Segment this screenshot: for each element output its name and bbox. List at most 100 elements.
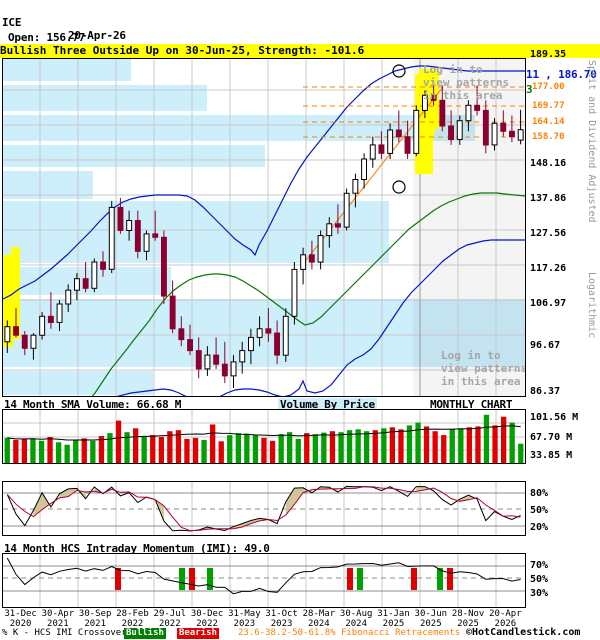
x-axis-date-6: 31-May 2023 [225, 609, 263, 629]
price-y-label-0: 189.35 [530, 49, 567, 60]
price-y-label-4: 117.26 [530, 263, 567, 274]
quote-line-1: ICE 20-Apr-26 Close: 160.61 Change: 3.33… [0, 3, 600, 81]
x-axis-date-12: 28-Nov 2025 [449, 609, 487, 629]
volume-y-label-1: 67.70 M [530, 432, 573, 443]
x-axis-date-year-5: 2022 [196, 619, 218, 629]
x-axis-date-year-8: 2024 [308, 619, 330, 629]
price-chart-panel[interactable]: Log in to view patterns in this area Log… [2, 58, 526, 397]
stochastic-k-line [6, 485, 521, 532]
x-axis-date-4: 29-Jul 2022 [151, 609, 189, 629]
x-axis-date-day-3: 28-Feb [116, 609, 149, 619]
volume-chart-svg [3, 410, 525, 463]
price-y-label-7: 86.37 [530, 386, 561, 397]
x-axis-date-5: 30-Dec 2022 [188, 609, 226, 629]
x-axis-date-year-11: 2025 [419, 619, 442, 629]
imi-panel[interactable] [2, 553, 526, 608]
fib-label-2: 164.14 [532, 117, 565, 127]
login-overlay-top: Log in to view patterns in this area [423, 63, 510, 102]
login-overlay-bottom: Log in to view patterns in this area [441, 349, 526, 388]
x-axis-date-13: 20-Apr 2026 [486, 609, 524, 629]
x-axis-date-7: 31-Oct 2023 [263, 609, 301, 629]
stochastic-y-label-0: 80% [530, 488, 549, 499]
price-y-label-5: 106.97 [530, 298, 567, 309]
x-axis-date-day-1: 30-Apr [41, 609, 75, 619]
x-axis-dates: 31-Dec 2020 30-Apr 2021 30-Sep 2021 28-Feb 2022… [0, 609, 600, 629]
x-axis-date-year-10: 2025 [382, 619, 405, 629]
price-axis-name: Split and Dividend Adjusted [586, 60, 597, 223]
x-axis-date-8: 28-Mar 2024 [300, 609, 338, 629]
imi-y-label-0: 70% [530, 560, 549, 571]
candlestick-series [4, 80, 524, 388]
x-axis-date-day-0: 31-Dec [4, 609, 37, 619]
x-axis-date-year-12: 2025 [457, 619, 479, 629]
x-axis-date-year-6: 2023 [233, 619, 256, 629]
x-axis-date-3: 28-Feb 2022 [114, 609, 152, 629]
volume-bars [4, 414, 524, 463]
bullish-tag: Bullish [124, 628, 166, 639]
x-axis-date-1: 30-Apr 2021 [39, 609, 77, 629]
volume-y-label-2: 33.85 M [530, 450, 573, 461]
quote-date: 20-Apr-26 [68, 29, 126, 42]
hc-band-lower-line [116, 239, 525, 396]
x-axis-date-10: 31-Jan 2025 [375, 609, 413, 629]
x-axis-date-day-4: 29-Jul [153, 609, 187, 619]
stochastic-chart-svg [3, 482, 525, 535]
fib-label-0: 177.00 [532, 82, 565, 92]
price-gridlines [3, 89, 525, 371]
x-axis-date-year-9: 2024 [345, 619, 368, 629]
imi-line [6, 557, 521, 595]
imi-y-label-1: 50% [530, 574, 549, 585]
fib-label-1: 169.77 [532, 101, 565, 111]
volume-sma-line [7, 425, 521, 441]
x-axis-date-9: 30-Aug 2024 [337, 609, 375, 629]
volume-y-label-0: 101.56 M [530, 412, 579, 423]
fib-label-3: 158.70 [532, 132, 565, 142]
imi-crossover-markers [115, 568, 453, 590]
price-y-label-2: 137.86 [530, 193, 567, 204]
x-axis-date-11: 30-Jun 2025 [412, 609, 450, 629]
x-axis-date-day-2: 30-Sep [78, 609, 112, 619]
symbol-label: ICE [2, 16, 22, 29]
pattern-banner[interactable]: Bullish Three Outside Up on 30-Jun-25, S… [0, 44, 600, 58]
volume-by-price-title: Volume By Price [278, 398, 377, 411]
x-axis-date-year-3: 2022 [121, 619, 144, 629]
bearish-tag: Bearish [177, 628, 219, 639]
price-y-label-3: 127.56 [530, 228, 567, 239]
price-scale-name: Logarithmic [586, 272, 597, 339]
stochastic-panel[interactable] [2, 481, 526, 536]
x-axis-date-year-2: 2021 [84, 619, 107, 629]
footer-legend: % K - HCS IMI Crossover, Bullish Bearish… [0, 627, 600, 640]
x-axis-date-year-1: 2021 [47, 619, 69, 629]
pattern-circle-markers [392, 64, 406, 194]
x-axis-date-year-7: 2023 [270, 619, 293, 629]
volume-by-price-bars [3, 59, 525, 395]
crossover-legend-label: % K - HCS IMI Crossover, [2, 628, 133, 638]
volume-panel-title: 14 Month SMA Volume: 66.68 M [4, 398, 182, 411]
stochastic-d-line [6, 486, 521, 532]
imi-chart-svg [3, 554, 525, 607]
x-axis-date-day-11: 30-Jun [414, 609, 448, 619]
copyright-label: ©HotCandlestick.com [466, 627, 581, 638]
x-axis-date-day-9: 30-Aug [339, 609, 373, 619]
volume-panel[interactable] [2, 409, 526, 464]
x-axis-date-day-6: 31-May [228, 609, 261, 619]
x-axis-date-0: 31-Dec 2020 [2, 609, 40, 629]
stochastic-y-label-1: 50% [530, 505, 549, 516]
x-axis-date-day-10: 31-Jan [377, 609, 410, 619]
x-axis-date-year-13: 2026 [494, 619, 517, 629]
open-label: Open: 156.77 [8, 31, 86, 44]
imi-y-label-2: 30% [530, 588, 549, 599]
x-axis-date-day-8: 28-Mar [302, 609, 336, 619]
quote-header: ICE 20-Apr-26 Close: 160.61 Change: 3.33… [0, 0, 600, 96]
stochastic-y-label-2: 20% [530, 522, 549, 533]
price-y-label-6: 96.67 [530, 340, 561, 351]
price-y-label-1: 148.16 [530, 158, 567, 169]
x-axis-date-year-4: 2022 [158, 619, 181, 629]
price-chart-svg [3, 59, 525, 396]
x-axis-date-year-0: 2020 [9, 619, 32, 629]
imi-vertical-gridlines [39, 554, 497, 607]
imi-panel-title: 14 Month HCS Intraday Momentum (IMI): 49… [4, 542, 270, 555]
sma-line [91, 192, 525, 396]
x-axis-date-day-12: 28-Nov [451, 609, 485, 619]
